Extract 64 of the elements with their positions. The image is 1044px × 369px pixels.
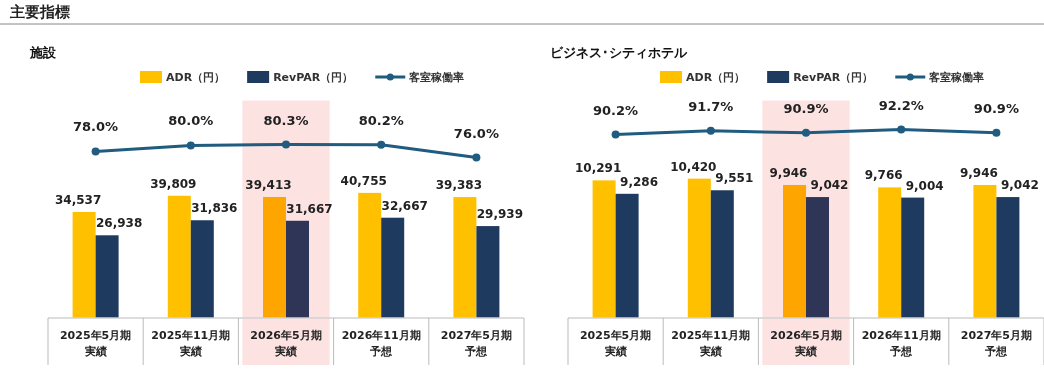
bar <box>286 220 309 318</box>
data-label: 9,946 <box>959 165 998 180</box>
x-tick-label: 2026年5月期実績 <box>250 329 322 358</box>
point <box>472 153 481 162</box>
bar <box>476 226 500 318</box>
data-label: 10,291 <box>574 161 622 176</box>
point <box>282 140 290 149</box>
data-label: 9,286 <box>620 174 659 189</box>
data-label: 39,809 <box>150 176 197 191</box>
bar <box>72 211 96 318</box>
legend-label: RevPAR（円） <box>273 71 354 84</box>
data-label: 31,836 <box>191 201 238 216</box>
bar <box>263 196 286 318</box>
x-tick-label: 2027年5月期予想 <box>440 329 513 358</box>
data-label: 90.2% <box>593 102 639 118</box>
data-label: 90.9% <box>783 100 829 116</box>
data-label: 9,042 <box>810 178 849 193</box>
x-tick-label: 2027年5月期予想 <box>960 329 1033 358</box>
data-label: 32,667 <box>381 198 428 213</box>
data-label: 9,042 <box>1000 178 1039 193</box>
bar <box>358 192 382 318</box>
data-label: 39,383 <box>435 178 483 193</box>
data-label: 9,004 <box>905 178 944 193</box>
legend-label: ADR（円） <box>686 71 746 84</box>
x-tick-label: 2026年5月期実績 <box>770 329 842 358</box>
data-label: 80.0% <box>168 113 214 129</box>
data-label: 26,938 <box>95 216 143 231</box>
x-tick-label: 2025年11月期実績 <box>671 329 751 358</box>
point <box>377 140 386 149</box>
text: 主要指標 <box>9 3 70 21</box>
data-label: 76.0% <box>453 125 499 141</box>
x-tick-label: 2025年11月期実績 <box>151 329 231 358</box>
data-label: 40,755 <box>340 173 387 188</box>
data-label: 31,667 <box>286 201 333 216</box>
bar <box>381 217 405 318</box>
data-label: 9,551 <box>715 171 754 186</box>
data-label: 90.9% <box>973 100 1019 116</box>
x-tick-label: 2026年11月期予想 <box>341 329 421 358</box>
bar <box>95 235 119 318</box>
data-label: 91.7% <box>688 98 734 114</box>
data-label: 39,413 <box>245 177 292 192</box>
point <box>186 141 195 150</box>
bar <box>453 197 477 318</box>
legend-label: 客室稼働率 <box>928 71 985 84</box>
bar <box>167 195 191 318</box>
data-label: 80.2% <box>358 112 404 128</box>
data-label: 34,537 <box>54 192 102 207</box>
data-label: 9,946 <box>769 165 808 180</box>
data-label: 29,939 <box>476 207 524 222</box>
data-label: 80.3% <box>263 112 309 128</box>
legend-label: ADR（円） <box>166 71 226 84</box>
data-label: 10,420 <box>670 159 717 174</box>
bar <box>190 220 214 318</box>
data-label: 9,766 <box>864 168 903 183</box>
x-tick-label: 2025年5月期実績 <box>59 329 132 358</box>
legend-label: 客室稼働率 <box>408 71 465 84</box>
chart-title: 施設 <box>29 45 57 60</box>
point <box>91 147 100 156</box>
legend-label: RevPAR（円） <box>793 71 874 84</box>
x-tick-label: 2026年11月期予想 <box>861 329 941 358</box>
x-tick-label: 2025年5月期実績 <box>579 329 652 358</box>
data-label: 92.2% <box>878 97 924 113</box>
chart-title: ビジネス･シティホテル <box>550 45 688 60</box>
data-label: 78.0% <box>73 119 119 135</box>
